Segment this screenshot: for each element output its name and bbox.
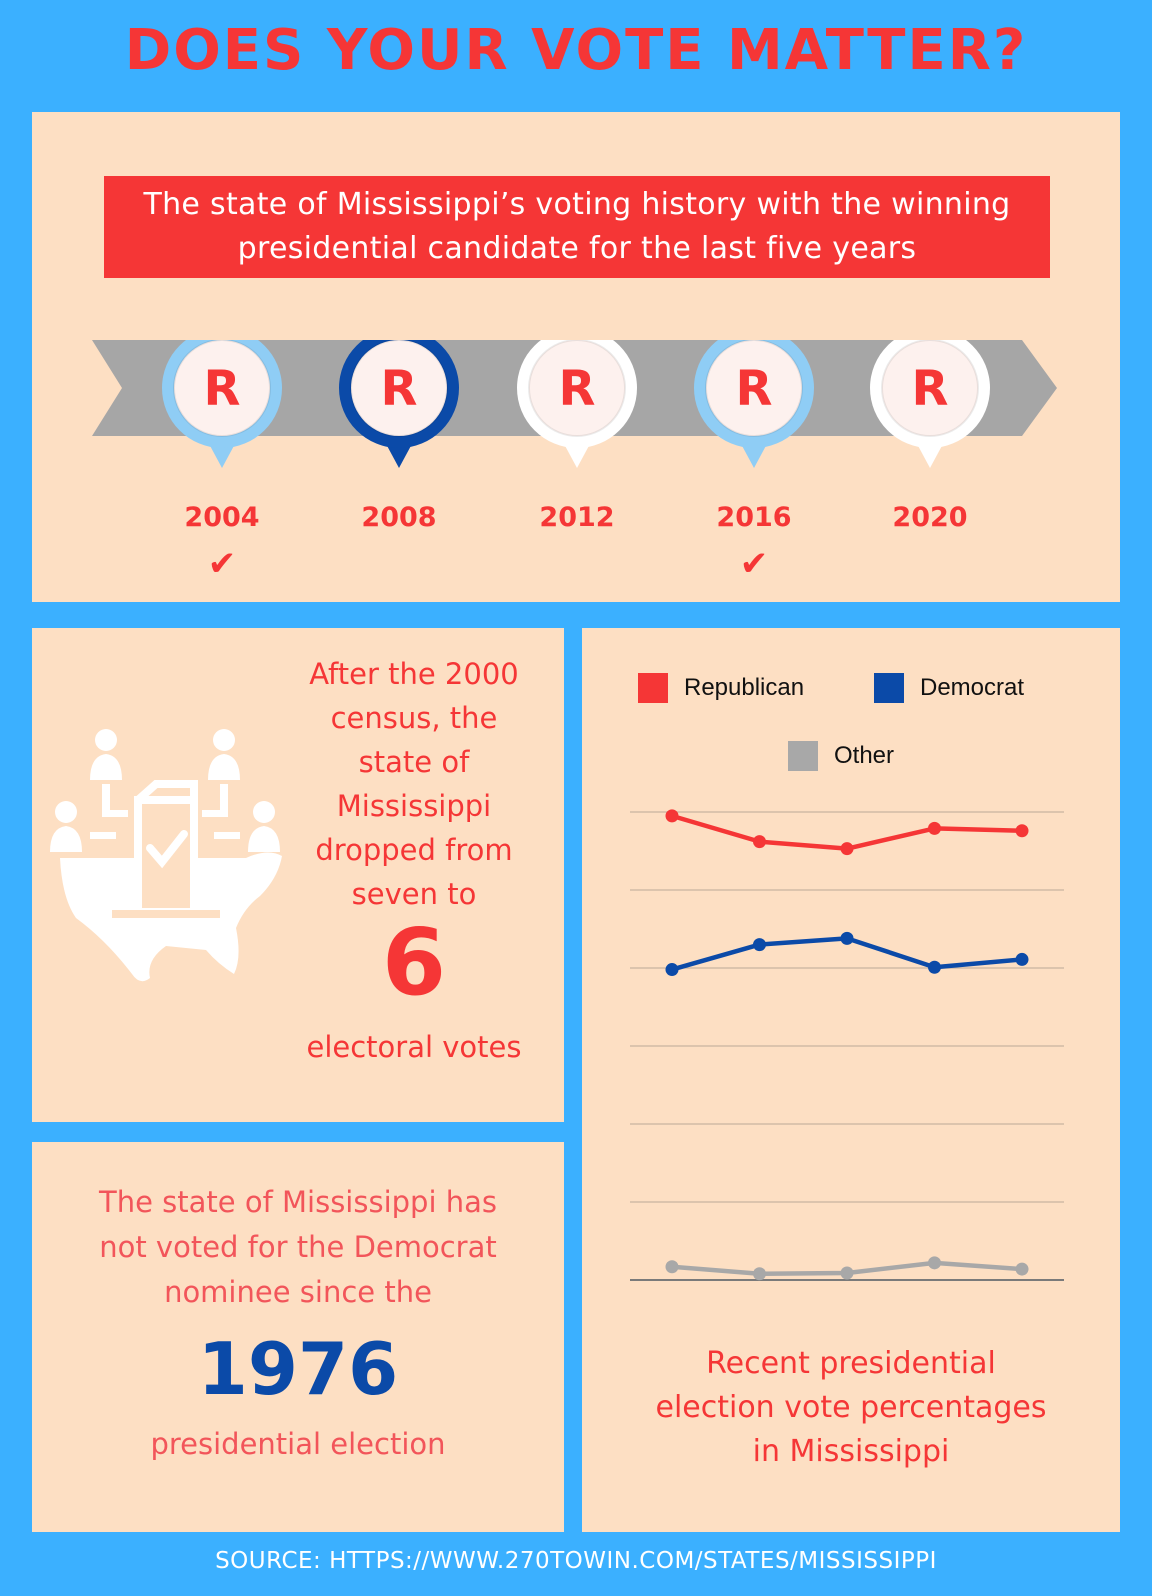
source-link[interactable]: SOURCE: HTTPS://WWW.270TOWIN.COM/STATES/…	[215, 1548, 937, 1574]
party-letter: R	[381, 361, 418, 417]
data-point-other-2008	[753, 1267, 766, 1281]
year-label-2004: 2004	[184, 502, 260, 533]
election-marker-2016: R	[694, 340, 814, 468]
data-point-democrat-2008	[753, 938, 766, 952]
data-point-other-2012	[840, 1266, 854, 1280]
data-point-republican-2004	[665, 809, 679, 823]
data-point-republican-2020	[1015, 824, 1029, 838]
census-line-1: After the 2000	[309, 657, 519, 691]
election-marker-2008: R	[339, 340, 459, 468]
marker-face	[705, 340, 803, 437]
census-line-5: dropped from	[315, 833, 513, 867]
banner-line-1: The state of Mississippi’s voting histor…	[143, 187, 1011, 222]
vote-percentage-chart	[630, 809, 1064, 1281]
marker-pin	[563, 442, 591, 468]
data-point-other-2004	[665, 1260, 679, 1274]
party-letter: R	[559, 361, 596, 417]
party-letter: R	[912, 361, 949, 417]
marker-pin	[385, 442, 413, 468]
legend-label-other: Other	[834, 742, 895, 769]
data-point-democrat-2012	[840, 931, 854, 945]
data-point-democrat-2016	[928, 960, 941, 974]
chart-caption: Recent presidential election vote percen…	[602, 1342, 1100, 1474]
chart-caption-line-3: in Mississippi	[752, 1434, 950, 1469]
since-line-1: The state of Mississippi has	[99, 1185, 497, 1219]
legend-democrat: Democrat	[874, 672, 1024, 704]
census-line-4: Mississippi	[336, 789, 492, 823]
marker-face	[881, 340, 979, 437]
election-marker-2004: R	[162, 340, 282, 468]
since-line-2: not voted for the Democrat	[99, 1230, 497, 1264]
since-suffix: presidential election	[150, 1427, 446, 1461]
since-year: 1976	[197, 1327, 399, 1411]
year-label-2012: 2012	[539, 502, 615, 533]
democrat-since-panel: The state of Mississippi has not voted f…	[32, 1142, 564, 1532]
legend-label-democrat: Democrat	[920, 674, 1025, 701]
history-banner: The state of Mississippi’s voting histor…	[104, 176, 1050, 278]
check-icon: ✔	[207, 544, 237, 584]
chart-caption-line-1: Recent presidential	[706, 1346, 996, 1381]
data-point-republican-2016	[928, 821, 941, 835]
marker-face	[528, 340, 626, 437]
marker-face	[350, 340, 448, 437]
check-icon: ✔	[739, 544, 769, 584]
data-point-democrat-2020	[1015, 952, 1029, 966]
data-point-other-2016	[928, 1256, 941, 1270]
census-line-6: seven to	[351, 877, 477, 911]
year-label-2008: 2008	[361, 502, 437, 533]
census-text: After the 2000 census, the state of Miss…	[284, 652, 544, 916]
legend-label-republican: Republican	[684, 674, 805, 701]
voting-map-icon	[50, 729, 282, 982]
census-line-2: census, the	[330, 701, 498, 735]
marker-pin	[740, 442, 768, 468]
electoral-votes-label: electoral votes	[306, 1030, 522, 1064]
data-point-democrat-2004	[665, 963, 679, 977]
party-letter: R	[204, 361, 241, 417]
data-point-other-2020	[1015, 1262, 1029, 1276]
chart-caption-line-2: election vote percentages	[655, 1390, 1047, 1425]
marker-pin	[208, 442, 236, 468]
census-panel: After the 2000 census, the state of Miss…	[32, 628, 564, 1122]
electoral-votes-number: 6	[381, 909, 446, 1016]
marker-pin	[916, 442, 944, 468]
census-line-3: state of	[358, 745, 470, 779]
legend-swatch-republican	[638, 673, 668, 703]
year-label-2020: 2020	[892, 502, 968, 533]
banner-line-2: presidential candidate for the last five…	[237, 231, 917, 266]
legend-swatch-democrat	[874, 673, 904, 703]
data-point-republican-2008	[753, 835, 766, 849]
legend-republican: Republican	[638, 672, 804, 704]
marker-face	[173, 340, 271, 437]
party-letter: R	[736, 361, 773, 417]
year-labels: 2004 ✔ 2008 2012 2016 ✔ 2020	[32, 502, 1120, 584]
legend-other: Other	[788, 740, 894, 772]
election-marker-2020: R	[870, 340, 990, 468]
chart-panel: Republican Democrat Other Recent preside…	[582, 628, 1120, 1532]
legend-row-1: Republican Democrat	[582, 672, 1120, 708]
page-title: DOES YOUR VOTE MATTER?	[124, 18, 1028, 83]
voting-history-panel: The state of Mississippi’s voting histor…	[32, 112, 1120, 602]
since-line-3: nominee since the	[164, 1275, 432, 1309]
data-point-republican-2012	[840, 842, 854, 856]
election-marker-2012: R	[517, 340, 637, 468]
year-label-2016: 2016	[716, 502, 792, 533]
legend-swatch-other	[788, 741, 818, 771]
since-text: The state of Mississippi has not voted f…	[52, 1180, 544, 1315]
legend-row-2: Other	[582, 740, 1120, 776]
